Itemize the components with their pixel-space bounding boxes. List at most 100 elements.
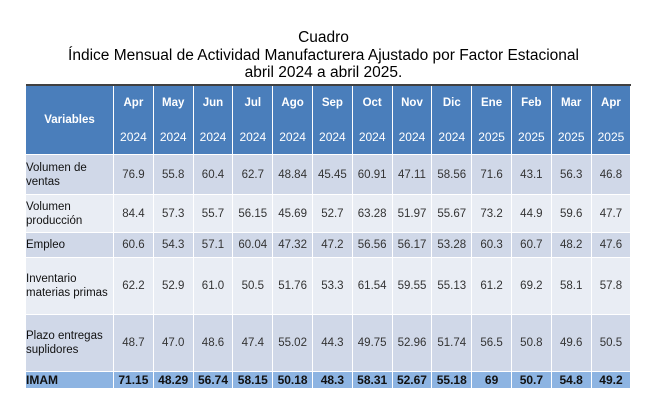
year-label: 2024 [120,130,147,144]
cell-value: 48.2 [551,232,592,258]
table-row: IMAM 71.15 48.29 56.74 58.15 50.18 48.3 58.31 52… [26,371,632,389]
cell-value: 49.2 [591,371,632,389]
cell-value: 47.2 [312,232,353,258]
cell-value: 57.3 [153,194,194,233]
cell-value: 56.3 [551,154,592,195]
title-line-3: abril 2024 a abril 2025. [244,64,403,81]
year-label: 2025 [557,130,585,144]
cell-value: 76.9 [113,154,154,195]
row-label: Empleo [26,232,114,258]
cell-value: 60.04 [232,232,274,258]
year-label: 2024 [358,130,386,144]
cell-value: 61.54 [352,257,393,315]
cell-value: 62.7 [232,154,274,195]
cell-value: 52.9 [153,257,194,315]
title-line-1: Cuadro [298,29,349,46]
cell-value: 61.2 [471,257,512,315]
header-month: Sep 2024 [312,85,353,155]
cell-value: 58.15 [232,371,274,389]
cell-value: 50.5 [591,314,632,372]
header-month: Jul 2024 [232,85,274,155]
cell-value: 73.2 [471,194,512,233]
cell-value: 45.45 [312,154,353,195]
cell-value: 47.6 [591,232,632,258]
header-month: May 2024 [153,85,194,155]
header-month: Oct 2024 [352,85,393,155]
year-label: 2024 [159,130,187,144]
header-month: Mar 2025 [551,85,592,155]
cell-value: 71.15 [113,371,154,389]
cell-value: 49.6 [551,314,592,372]
cell-value: 62.2 [113,257,154,315]
cell-value: 51.74 [431,314,473,372]
cell-value: 52.7 [312,194,353,233]
cell-value: 54.8 [551,371,592,389]
cell-value: 58.56 [431,154,473,195]
cell-value: 57.8 [591,257,632,315]
cell-value: 60.6 [113,232,154,258]
cell-value: 52.96 [392,314,433,372]
month-label: Mar [560,97,582,109]
cell-value: 47.4 [232,314,274,372]
header-month: Apr 2024 [113,85,154,155]
year-label: 2024 [438,130,466,144]
year-label: 2024 [398,130,426,144]
cell-value: 58.31 [352,371,393,389]
year-label: 2025 [478,130,505,144]
cell-value: 50.18 [272,371,313,389]
month-label: Ene [481,97,503,109]
cell-value: 48.6 [193,314,234,372]
cell-value: 49.75 [352,314,393,372]
cell-value: 55.18 [431,371,473,389]
cell-value: 60.7 [511,232,552,258]
header-month: Apr 2025 [591,85,632,155]
header-month: Jun 2024 [193,85,234,155]
imam-table: Variables Apr 2024 May 2024 Jun 2024 Jul 2024 Ag… [26,84,632,389]
cell-value: 47.11 [392,154,433,195]
cell-value: 60.3 [471,232,512,258]
month-label: Jul [244,97,262,109]
cell-value: 63.28 [352,194,393,233]
cell-value: 56.15 [232,194,274,233]
year-label: 2024 [199,130,227,144]
month-label: Apr [601,97,621,109]
cell-value: 51.76 [272,257,313,315]
month-label: Sep [321,97,343,109]
month-label: May [162,97,185,109]
cell-value: 51.97 [392,194,433,233]
cell-value: 50.8 [511,314,552,372]
cell-value: 52.67 [392,371,433,389]
cell-value: 56.56 [352,232,393,258]
table-row: Volumen producción 84.4 57.3 55.7 56.15 45.69… [26,194,632,233]
header-row: Variables Apr 2024 May 2024 Jun 2024 Jul 2024 Ag… [26,85,632,155]
cell-value: 48.29 [153,371,194,389]
cell-value: 69.2 [511,257,552,315]
cell-value: 50.7 [511,371,552,389]
header-month: Nov 2024 [392,85,433,155]
header-month: Ene 2025 [471,85,512,155]
cell-value: 60.4 [193,154,234,195]
year-label: 2025 [597,130,625,144]
cell-value: 55.7 [193,194,234,233]
cell-value: 59.55 [392,257,433,315]
cell-value: 48.7 [113,314,154,372]
cell-value: 55.02 [272,314,313,372]
cell-value: 50.5 [232,257,274,315]
cell-value: 56.5 [471,314,512,372]
header-month: Feb 2025 [511,85,552,155]
month-label: Apr [123,97,144,109]
cell-value: 69 [471,371,512,389]
cell-value: 53.3 [312,257,353,315]
table-row: Inventario materias primas 62.2 52.9 61.0 50… [26,257,632,315]
table-row: Plazo entregas suplidores 48.7 47.0 48.6 47.… [26,314,632,372]
title-line-2: Índice Mensual de Actividad Manufacturer… [68,46,579,64]
cell-value: 55.8 [153,154,194,195]
month-label: Oct [362,97,382,109]
cell-value: 48.84 [272,154,313,195]
cell-value: 56.74 [193,371,234,389]
cell-value: 45.69 [272,194,313,233]
cell-value: 43.1 [511,154,552,195]
cell-value: 47.0 [153,314,194,372]
cell-value: 57.1 [193,232,234,258]
table-title: Cuadro Índice Mensual de Actividad Manuf… [0,29,647,82]
